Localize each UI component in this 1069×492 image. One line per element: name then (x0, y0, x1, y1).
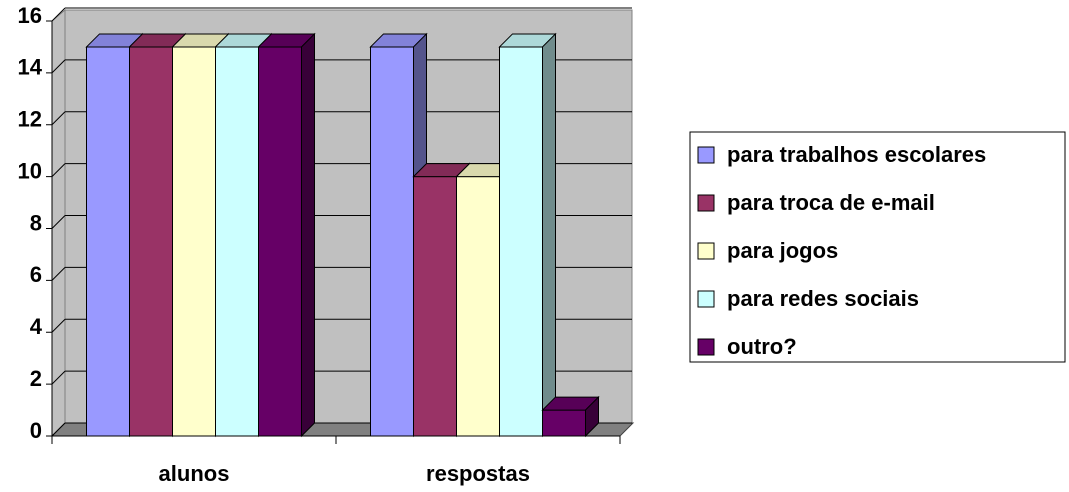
grid-line (51, 318, 66, 333)
legend-label: para trabalhos escolares (727, 142, 986, 167)
grid-line (51, 267, 66, 281)
y-tick-label: 14 (18, 55, 43, 80)
grid-line (51, 370, 66, 385)
y-tick-label: 2 (30, 366, 42, 391)
bar (499, 46, 543, 437)
grid-line (51, 59, 66, 74)
x-tick-label: alunos (159, 461, 230, 486)
legend-label: outro? (727, 334, 797, 359)
grid-line (51, 215, 66, 229)
bar-side (542, 32, 556, 438)
bar (258, 46, 302, 437)
bar (172, 46, 216, 437)
y-tick-label: 10 (18, 158, 42, 183)
legend-swatch (697, 242, 715, 260)
y-tick-label: 16 (18, 3, 42, 28)
grid-line (51, 111, 66, 126)
bar (86, 46, 130, 437)
y-tick-label: 12 (18, 107, 42, 132)
bar (370, 46, 414, 437)
legend-label: para jogos (727, 238, 838, 263)
bar-side (301, 32, 315, 438)
bar (129, 46, 173, 437)
bar-side (585, 395, 599, 438)
legend-swatch (697, 194, 715, 212)
grid-line (51, 163, 66, 177)
y-tick-label: 8 (30, 210, 42, 235)
side-wall (51, 8, 66, 438)
grid-line (51, 422, 66, 437)
y-tick-label: 0 (30, 418, 42, 443)
grid-line (51, 7, 66, 22)
bar (413, 176, 457, 437)
legend-swatch (697, 290, 715, 308)
x-tick-label: respostas (426, 461, 530, 486)
legend (689, 131, 1066, 363)
legend-label: para troca de e-mail (727, 190, 935, 215)
bar (215, 46, 259, 437)
bar (456, 176, 500, 437)
y-tick-label: 4 (30, 314, 43, 339)
legend-swatch (697, 146, 715, 164)
legend-label: para redes sociais (727, 286, 919, 311)
bar (542, 409, 586, 437)
legend-swatch (697, 338, 715, 356)
y-tick-label: 6 (30, 262, 42, 287)
